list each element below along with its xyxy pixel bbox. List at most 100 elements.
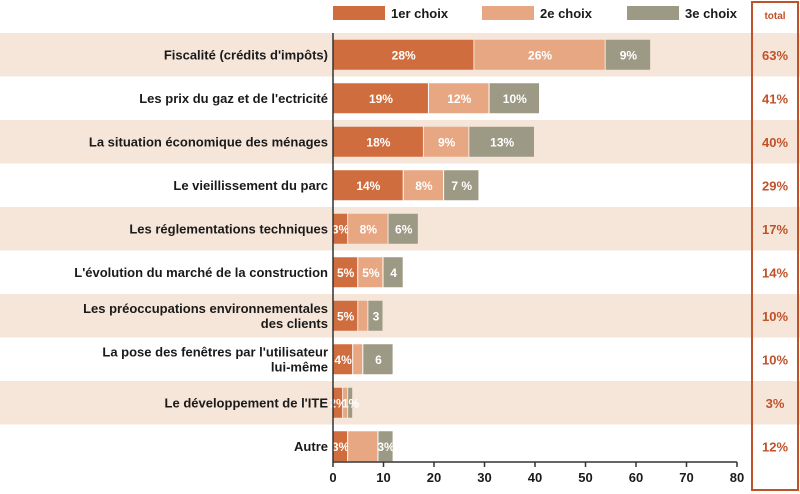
category-label: Fiscalité (crédits d'impôts) (164, 47, 328, 62)
data-label: 13% (490, 135, 514, 149)
bar-segment (358, 257, 383, 288)
x-tick-label: 80 (730, 470, 744, 485)
data-label: 4% (334, 353, 352, 367)
bar-segment (383, 257, 403, 288)
bar-segment (605, 39, 651, 70)
data-label: 5% (337, 309, 355, 323)
data-label: 1% (342, 396, 360, 410)
data-label: 3% (377, 440, 395, 454)
bar-segment (333, 83, 428, 114)
data-label: 3% (332, 222, 350, 236)
bar-segment (403, 170, 444, 201)
data-label: 8% (415, 179, 433, 193)
total-value: 29% (762, 178, 788, 193)
data-label: 7 % (451, 179, 472, 193)
bar-segment (348, 387, 353, 418)
data-label: 6% (395, 222, 413, 236)
bar-segment (333, 300, 358, 331)
bar-segment (333, 344, 353, 375)
category-label: Les prix du gaz et de l'ectricité (139, 91, 328, 106)
legend-label: 2e choix (540, 6, 593, 21)
bar-segment (333, 39, 474, 70)
total-value: 63% (762, 48, 788, 63)
data-label: 5% (337, 266, 355, 280)
bar-segment (368, 300, 383, 331)
row-band (0, 381, 800, 425)
data-label: 14% (356, 179, 380, 193)
bar-segment (469, 126, 534, 157)
category-label: La pose des fenêtres par l'utilisateur (102, 344, 328, 359)
legend-swatch (482, 6, 534, 20)
legend: 1er choix 2e choix 3e choix (333, 6, 738, 21)
total-value: 14% (762, 265, 788, 280)
x-tick-label: 10 (376, 470, 390, 485)
row-band (0, 294, 800, 338)
bar-segment (358, 300, 368, 331)
bar-segment (348, 431, 378, 462)
bars: 28% 26% 9% 19% 12% 10% 18% 9% 13% 14% 8% 7 % 3% 8% 6% 5… (329, 39, 651, 462)
bar-segment (378, 431, 393, 462)
totals-header: total (764, 11, 785, 22)
bar-segment (363, 344, 393, 375)
total-value: 10% (762, 352, 788, 367)
category-label: lui-même (271, 359, 328, 374)
category-label: des clients (261, 316, 328, 331)
data-label: 26% (528, 48, 552, 62)
bar-segment (343, 387, 348, 418)
totals-column: total 63% 41% 40% 29% 17% 14% 10% 10% 3% 12% (751, 1, 799, 491)
total-value: 41% (762, 91, 788, 106)
legend-label: 1er choix (391, 6, 449, 21)
category-label: Les préoccupations environnementales (83, 301, 328, 316)
total-value: 3% (766, 396, 785, 411)
bar-segment (333, 431, 348, 462)
category-label: L'évolution du marché de la construction (74, 265, 328, 280)
data-label: 9% (438, 135, 456, 149)
x-tick-label: 70 (679, 470, 693, 485)
x-tick-label: 60 (629, 470, 643, 485)
totals-border (751, 1, 799, 491)
category-label: Le développement de l'ITE (165, 395, 329, 410)
bar-segment (333, 213, 348, 244)
data-label: 10% (503, 92, 527, 106)
bar-segment (489, 83, 540, 114)
data-label: 19% (369, 92, 393, 106)
data-label: 4 (390, 266, 397, 280)
category-label: Autre (294, 439, 328, 454)
bar-segment (474, 39, 605, 70)
x-tick-label: 50 (578, 470, 592, 485)
category-labels: Fiscalité (crédits d'impôts) Les prix du … (74, 47, 328, 454)
data-label: 28% (392, 48, 416, 62)
total-value: 17% (762, 222, 788, 237)
category-label: Le vieillissement du parc (173, 178, 328, 193)
legend-label: 3e choix (685, 6, 738, 21)
data-label: 9% (620, 48, 638, 62)
bar-segment (428, 83, 489, 114)
x-tick-label: 40 (528, 470, 542, 485)
data-label: 18% (366, 135, 390, 149)
total-value: 10% (762, 309, 788, 324)
x-tick-label: 30 (477, 470, 491, 485)
bar-segment (333, 387, 343, 418)
bar-segment (353, 344, 363, 375)
bar-segment (333, 257, 358, 288)
x-tick-label: 20 (427, 470, 441, 485)
category-label: Les réglementations techniques (129, 221, 328, 236)
legend-swatch (333, 6, 385, 20)
data-label: 3% (332, 440, 350, 454)
data-label: 12% (447, 92, 471, 106)
bar-segment (333, 126, 423, 157)
legend-swatch (627, 6, 679, 20)
bar-segment (348, 213, 388, 244)
total-value: 40% (762, 135, 788, 150)
x-axis: 0 10 20 30 40 50 60 70 80 (329, 33, 744, 485)
data-label: 3 (373, 309, 380, 323)
data-label: 6 (375, 353, 382, 367)
bar-segment (423, 126, 469, 157)
x-tick-label: 0 (329, 470, 336, 485)
data-label: 8% (360, 222, 378, 236)
data-label: 2% (329, 396, 347, 410)
category-label: La situation économique des ménages (89, 134, 328, 149)
data-label: 5% (362, 266, 380, 280)
bar-segment (388, 213, 418, 244)
